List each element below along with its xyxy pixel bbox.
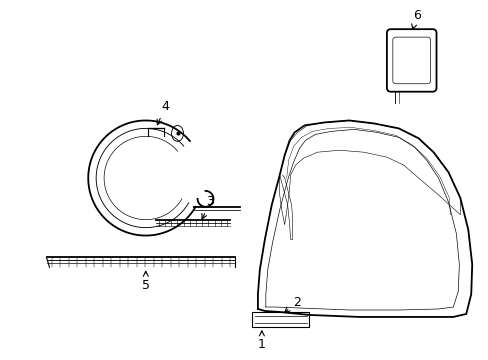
Text: 2: 2 [284,296,300,312]
Text: 5: 5 [142,271,149,292]
FancyBboxPatch shape [386,29,436,92]
Text: 6: 6 [411,9,420,29]
Text: 4: 4 [157,100,169,125]
Text: 3: 3 [202,195,214,219]
FancyBboxPatch shape [392,37,429,84]
Bar [251,312,309,327]
Text: 1: 1 [257,331,265,351]
